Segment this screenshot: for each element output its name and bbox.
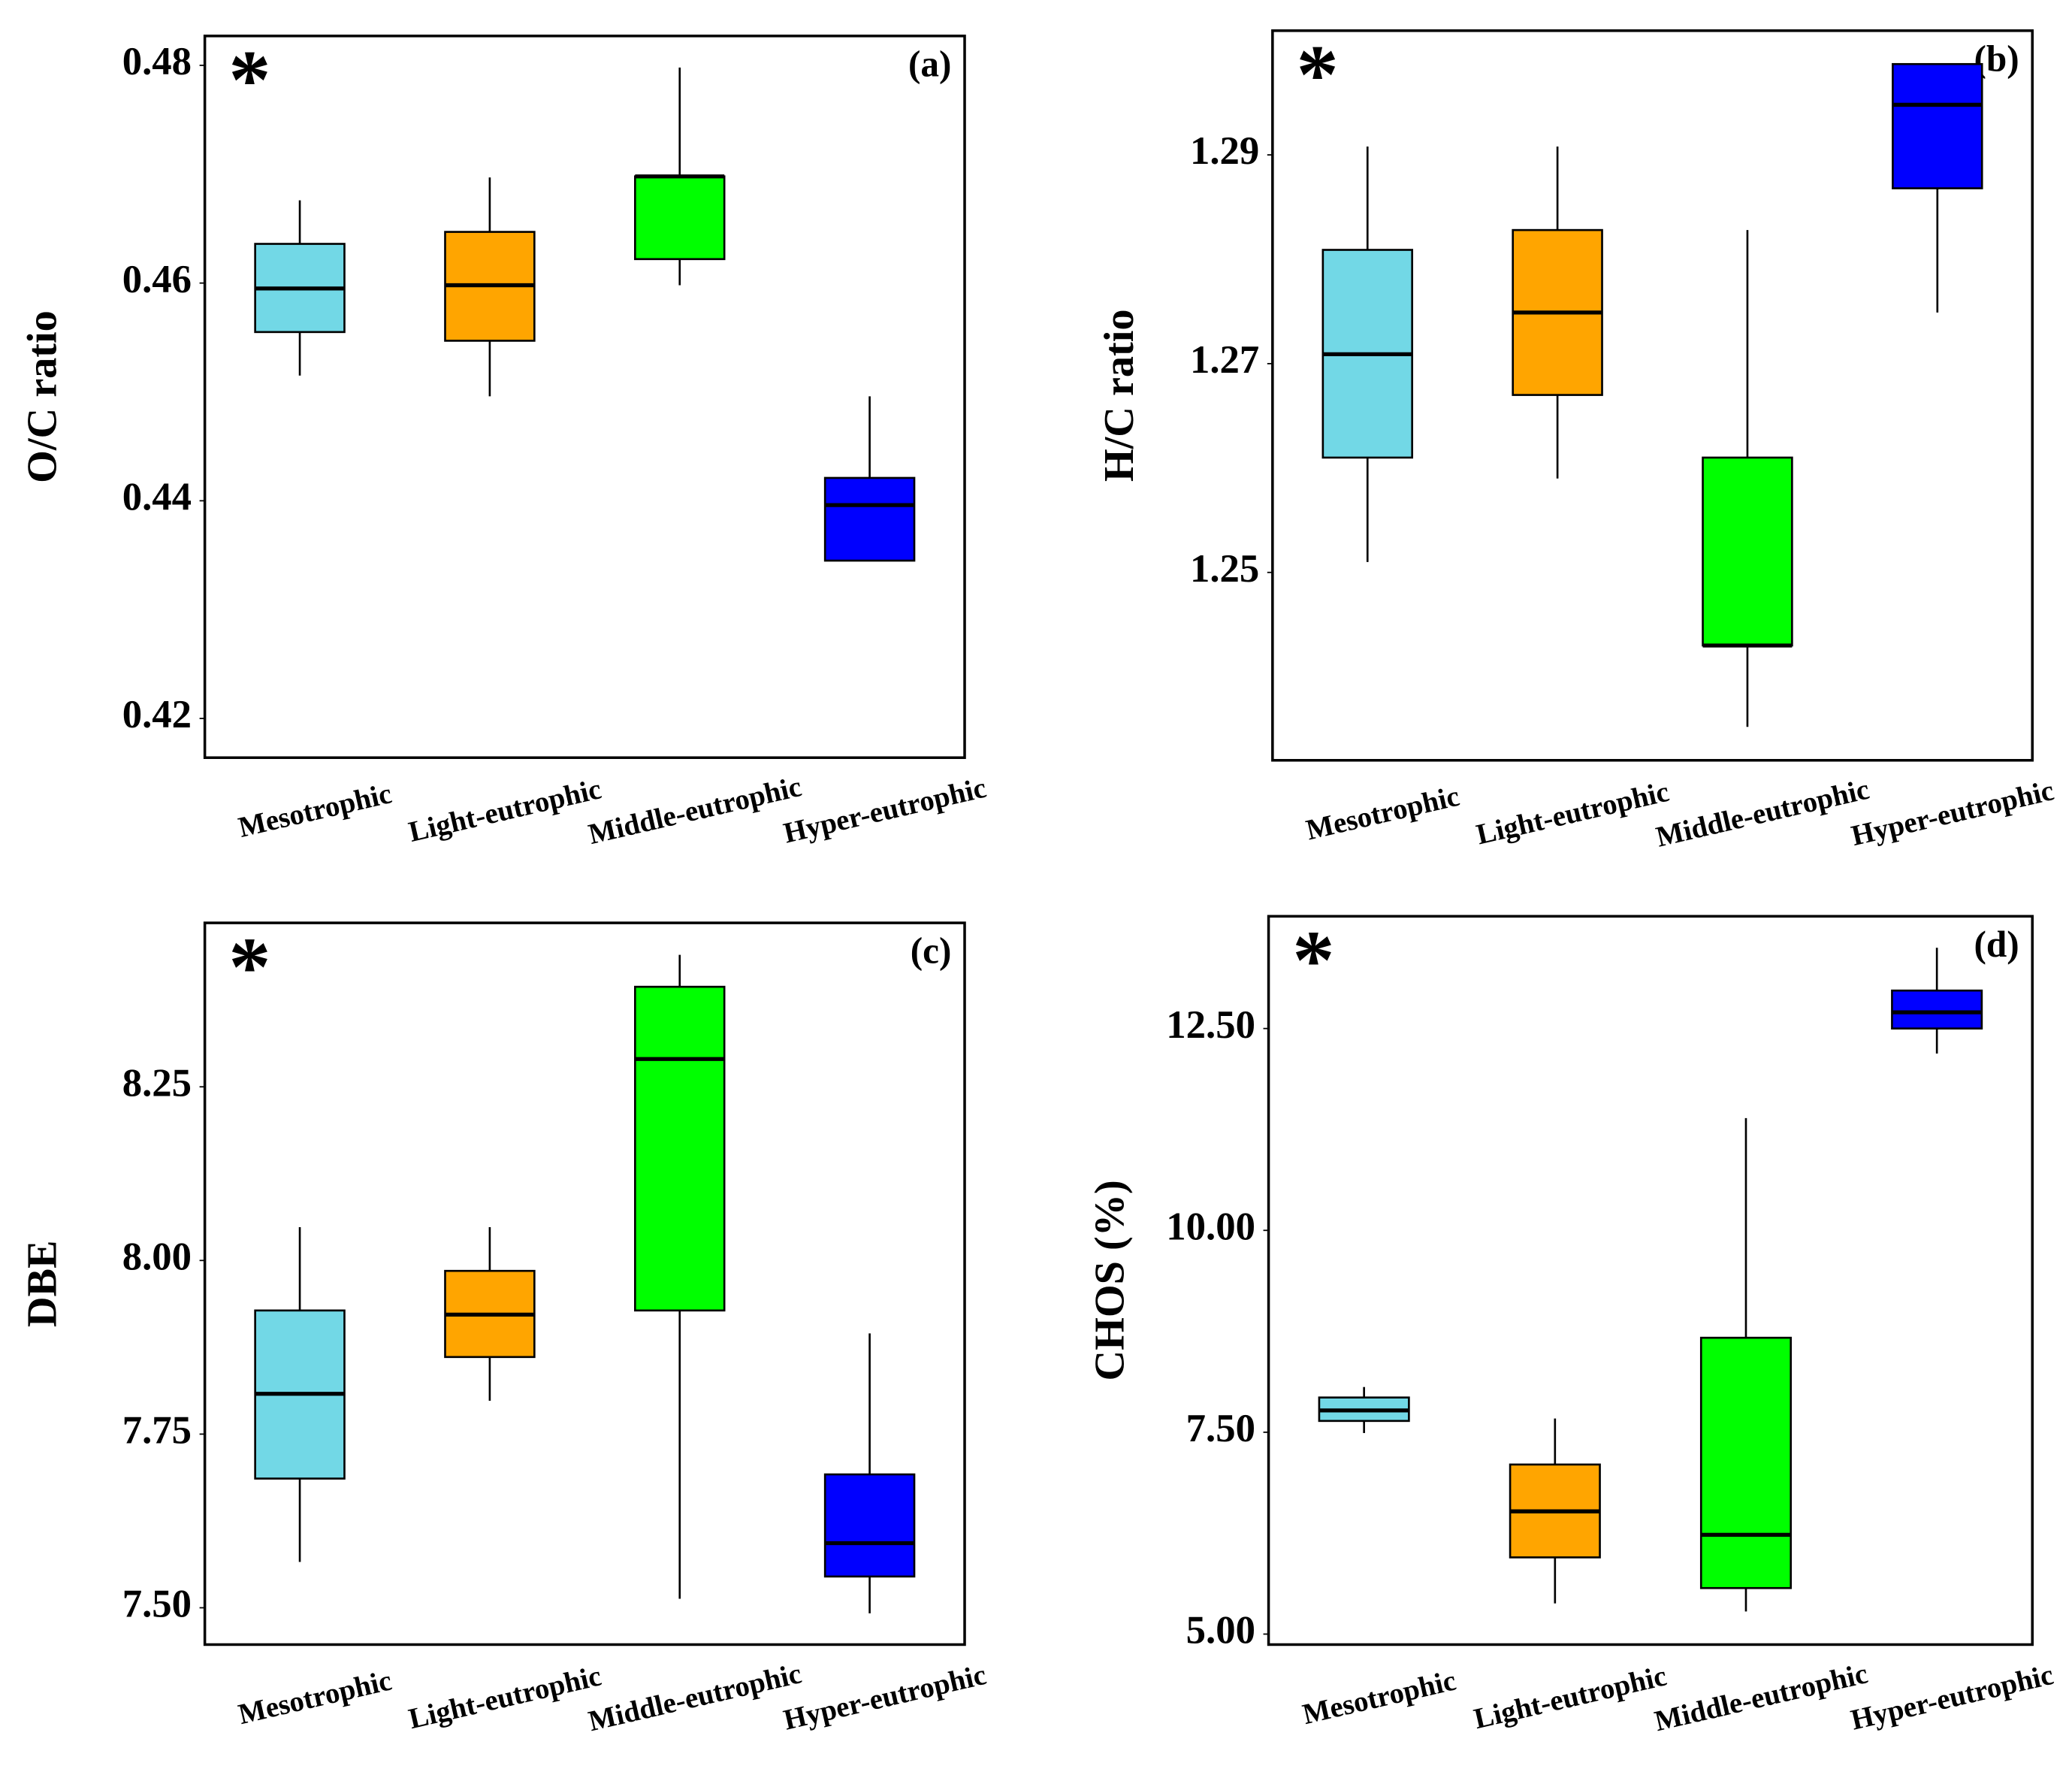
y-axis-label: CHOS (%) <box>1087 1180 1134 1380</box>
x-tick-label: Light-eutrophic <box>406 1660 604 1735</box>
x-tick-label: Middle-eutrophic <box>585 771 804 851</box>
y-tick-label: 0.48 <box>122 40 192 83</box>
plot-frame <box>1271 29 2034 762</box>
panel-label: (d) <box>1974 924 2019 965</box>
box <box>1702 456 1793 647</box>
y-tick-label: 8.00 <box>122 1235 192 1278</box>
x-tick-label: Light-eutrophic <box>1473 776 1672 851</box>
box <box>1892 62 1983 189</box>
x-tick-label: Hyper-eutrophic <box>781 773 989 850</box>
y-tick-label: 5.00 <box>1186 1609 1255 1652</box>
plot-frame <box>1267 915 2034 1646</box>
plot-frame <box>203 921 966 1646</box>
x-tick-label: Mesotrophic <box>1303 781 1463 847</box>
x-tick-label: Middle-eutrophic <box>1652 1658 1871 1737</box>
box <box>1891 989 1983 1030</box>
x-tick-label: Middle-eutrophic <box>585 1658 804 1737</box>
x-tick-label: Mesotrophic <box>236 778 395 844</box>
y-tick-label: 7.75 <box>122 1409 192 1453</box>
y-tick-label: 12.50 <box>1166 1003 1255 1047</box>
x-tick-label: Hyper-eutrophic <box>1848 775 2056 852</box>
box <box>823 1473 916 1578</box>
panel-label: (a) <box>908 43 951 84</box>
significance-mark: * <box>1292 914 1334 1007</box>
significance-mark: * <box>228 34 270 127</box>
box <box>1699 1336 1793 1589</box>
x-tick-label: Mesotrophic <box>236 1665 395 1731</box>
y-axis-label: DBE <box>19 1240 65 1327</box>
significance-mark: * <box>1297 29 1339 122</box>
box <box>634 175 726 261</box>
x-tick-label: Middle-eutrophic <box>1654 774 1872 854</box>
y-tick-label: 10.00 <box>1166 1205 1255 1248</box>
y-axis-label: H/C ratio <box>1096 309 1143 482</box>
y-tick-label: 0.44 <box>122 475 192 519</box>
significance-mark: * <box>228 921 270 1014</box>
y-tick-label: 1.25 <box>1190 547 1259 591</box>
y-axis-label: O/C ratio <box>19 310 65 483</box>
panel-label: (c) <box>911 930 952 972</box>
x-tick-label: Mesotrophic <box>1300 1665 1459 1731</box>
x-tick-label: Hyper-eutrophic <box>1848 1659 2056 1737</box>
y-tick-label: 7.50 <box>1186 1407 1255 1450</box>
y-tick-label: 8.25 <box>122 1061 192 1105</box>
x-tick-label: Hyper-eutrophic <box>781 1659 989 1737</box>
box <box>634 985 726 1312</box>
y-tick-label: 1.29 <box>1190 129 1259 173</box>
x-tick-label: Light-eutrophic <box>1471 1660 1669 1735</box>
box <box>823 476 916 562</box>
y-tick-label: 0.42 <box>122 693 192 736</box>
y-tick-label: 7.50 <box>122 1583 192 1626</box>
y-tick-label: 0.46 <box>122 258 192 301</box>
plot-frame <box>203 35 966 759</box>
x-tick-label: Light-eutrophic <box>406 773 604 848</box>
y-tick-label: 1.27 <box>1190 338 1259 382</box>
